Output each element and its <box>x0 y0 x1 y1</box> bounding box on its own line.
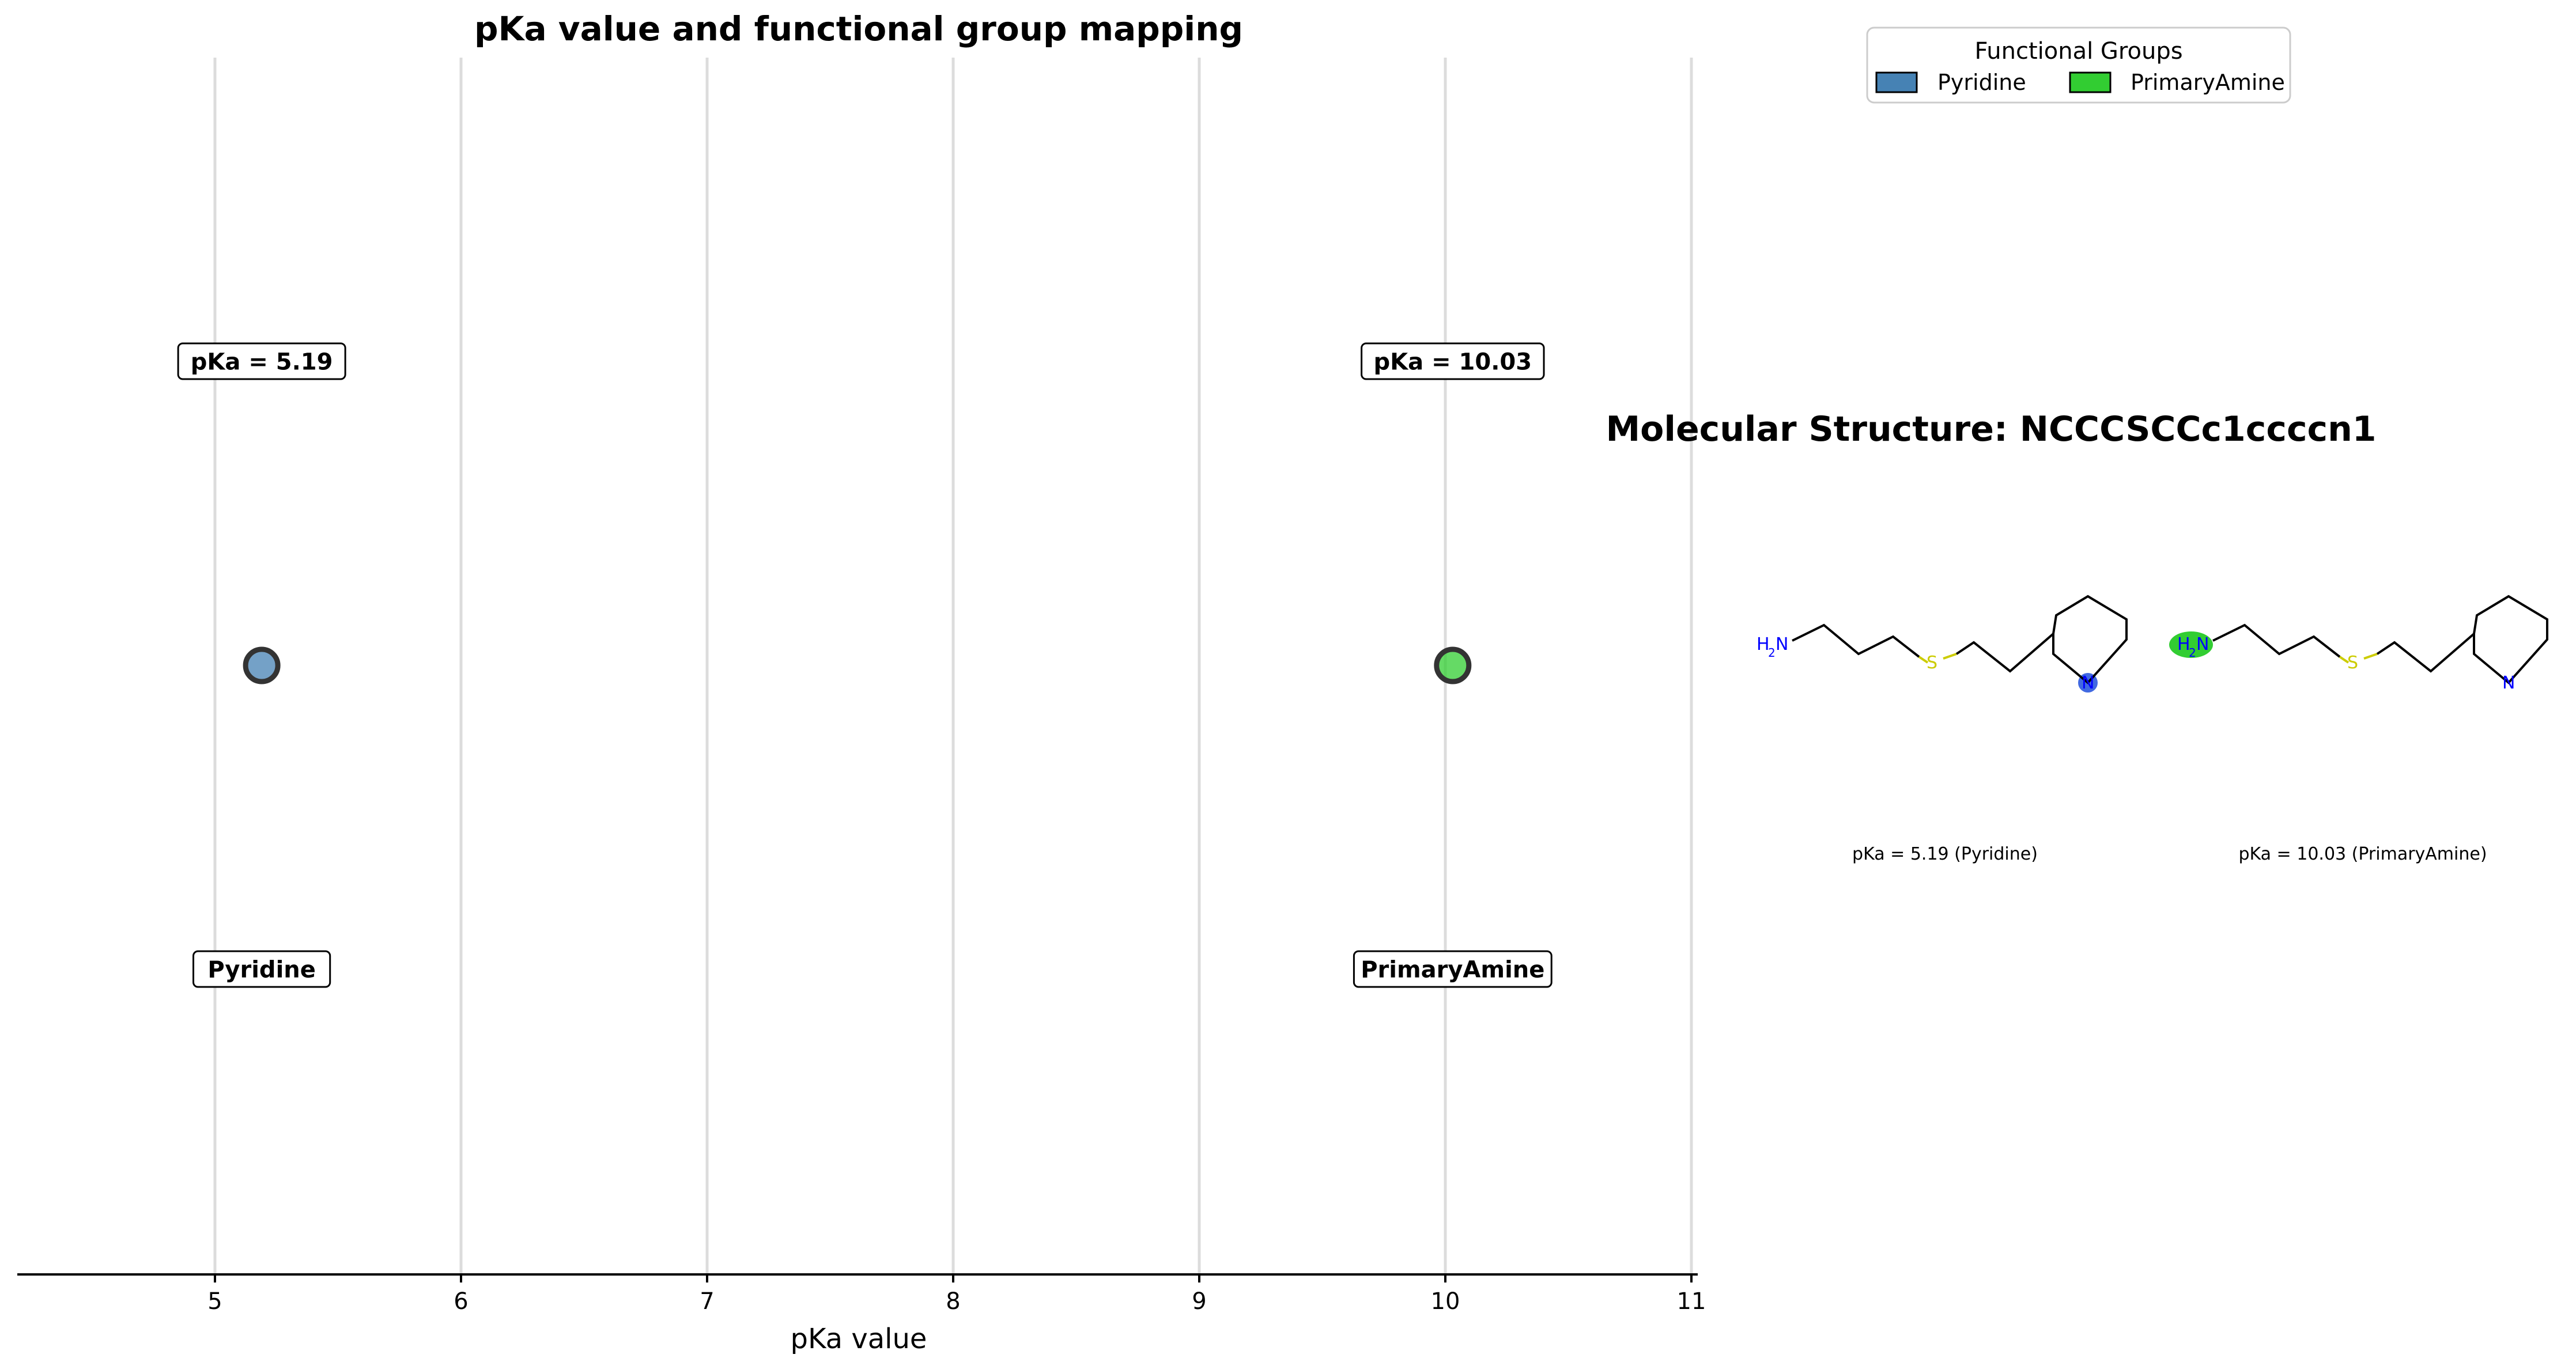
panel-caption-pyridine: pKa = 5.19 (Pyridine) <box>1852 844 2038 864</box>
data-points: pKa = 5.19 Pyridine pKa = 10.03 PrimaryAmin… <box>177 342 1553 988</box>
molecule-title: Molecular Structure: NCCCSCCc1ccccn1 <box>1606 409 2376 449</box>
x-tick-label: 9 <box>1192 1288 1206 1315</box>
legend: Functional Groups Pyridine PrimaryAmine <box>1866 27 2291 104</box>
chain-bonds-2 <box>1955 633 2054 673</box>
chain-bonds <box>1792 623 1920 658</box>
legend-label-pyridine: Pyridine <box>1937 70 2026 95</box>
x-tick-label: 6 <box>454 1288 468 1315</box>
pyridine-ring <box>2052 595 2128 684</box>
pka-label-pyridine-box <box>177 342 346 380</box>
group-label-pyridine-box <box>192 950 331 988</box>
group-label-pyridine: Pyridine <box>192 950 331 988</box>
chain-bonds-4 <box>2376 633 2475 673</box>
pka-label-primaryamine-text: pKa = 10.03 <box>1374 349 1532 375</box>
x-tick-label: 8 <box>946 1288 960 1315</box>
atom-label-2-2: 2 <box>2189 646 2196 660</box>
chain-bonds-3 <box>2212 623 2341 658</box>
x-tick-label: 5 <box>207 1288 222 1315</box>
molecule-drawing-pyridine: H 2 N S N <box>1757 595 2128 693</box>
bond-to-s <box>1918 656 1929 664</box>
highlight-amine-n <box>2169 631 2213 658</box>
atom-label-n-2: N <box>2196 634 2209 654</box>
pyridine-ring-2 <box>2473 595 2548 684</box>
pyridine-n-label: N <box>2082 673 2094 693</box>
pka-label-pyridine: pKa = 5.19 <box>177 342 346 380</box>
group-label-pyridine-text: Pyridine <box>207 956 316 983</box>
group-label-primaryamine-text: PrimaryAmine <box>1361 956 1544 983</box>
atom-label-h-2: H <box>2177 634 2190 654</box>
panel-caption-primaryamine: pKa = 10.03 (PrimaryAmine) <box>2238 844 2487 864</box>
data-point-primaryamine <box>1434 646 1472 684</box>
atom-label-h: H <box>1757 634 1770 654</box>
atom-label-s: S <box>1927 653 1937 673</box>
bond-from-s <box>1943 653 1957 660</box>
atom-label-s-2: S <box>2347 653 2358 673</box>
legend-swatch-primaryamine <box>2069 71 2112 93</box>
x-tick-label: 11 <box>1677 1288 1706 1315</box>
atom-label-2: 2 <box>1768 646 1776 660</box>
pyridine-n-label-2: N <box>2502 673 2515 693</box>
pka-label-primaryamine: pKa = 10.03 <box>1361 342 1545 380</box>
pka-label-pyridine-text: pKa = 5.19 <box>191 349 333 375</box>
molecule-drawing-amine: H 2 N S N <box>2169 595 2548 693</box>
x-axis-ticks: 5 6 7 8 9 10 11 <box>207 1274 1706 1315</box>
group-label-primaryamine: PrimaryAmine <box>1353 950 1553 988</box>
bond-from-s-2 <box>2363 653 2378 660</box>
chart-title: pKa value and functional group mapping <box>474 9 1243 48</box>
x-tick-label: 10 <box>1431 1288 1460 1315</box>
x-axis-label: pKa value <box>791 1323 927 1355</box>
legend-swatch-pyridine <box>1875 71 1918 93</box>
x-tick-label: 7 <box>700 1288 714 1315</box>
group-label-primaryamine-box <box>1353 950 1553 988</box>
legend-label-primaryamine: PrimaryAmine <box>2131 70 2285 95</box>
legend-title: Functional Groups <box>1974 38 2182 65</box>
molecule-panel: Molecular Structure: NCCCSCCc1ccccn1 H 2… <box>1606 409 2548 864</box>
pka-chart: pKa value and functional group mapping 5… <box>17 9 1706 1355</box>
atom-label-n: N <box>1776 634 1788 654</box>
bond-to-s-2 <box>2339 656 2350 664</box>
pka-label-primaryamine-box <box>1361 342 1545 380</box>
legend-frame <box>1866 27 2291 104</box>
data-point-pyridine <box>243 646 281 684</box>
